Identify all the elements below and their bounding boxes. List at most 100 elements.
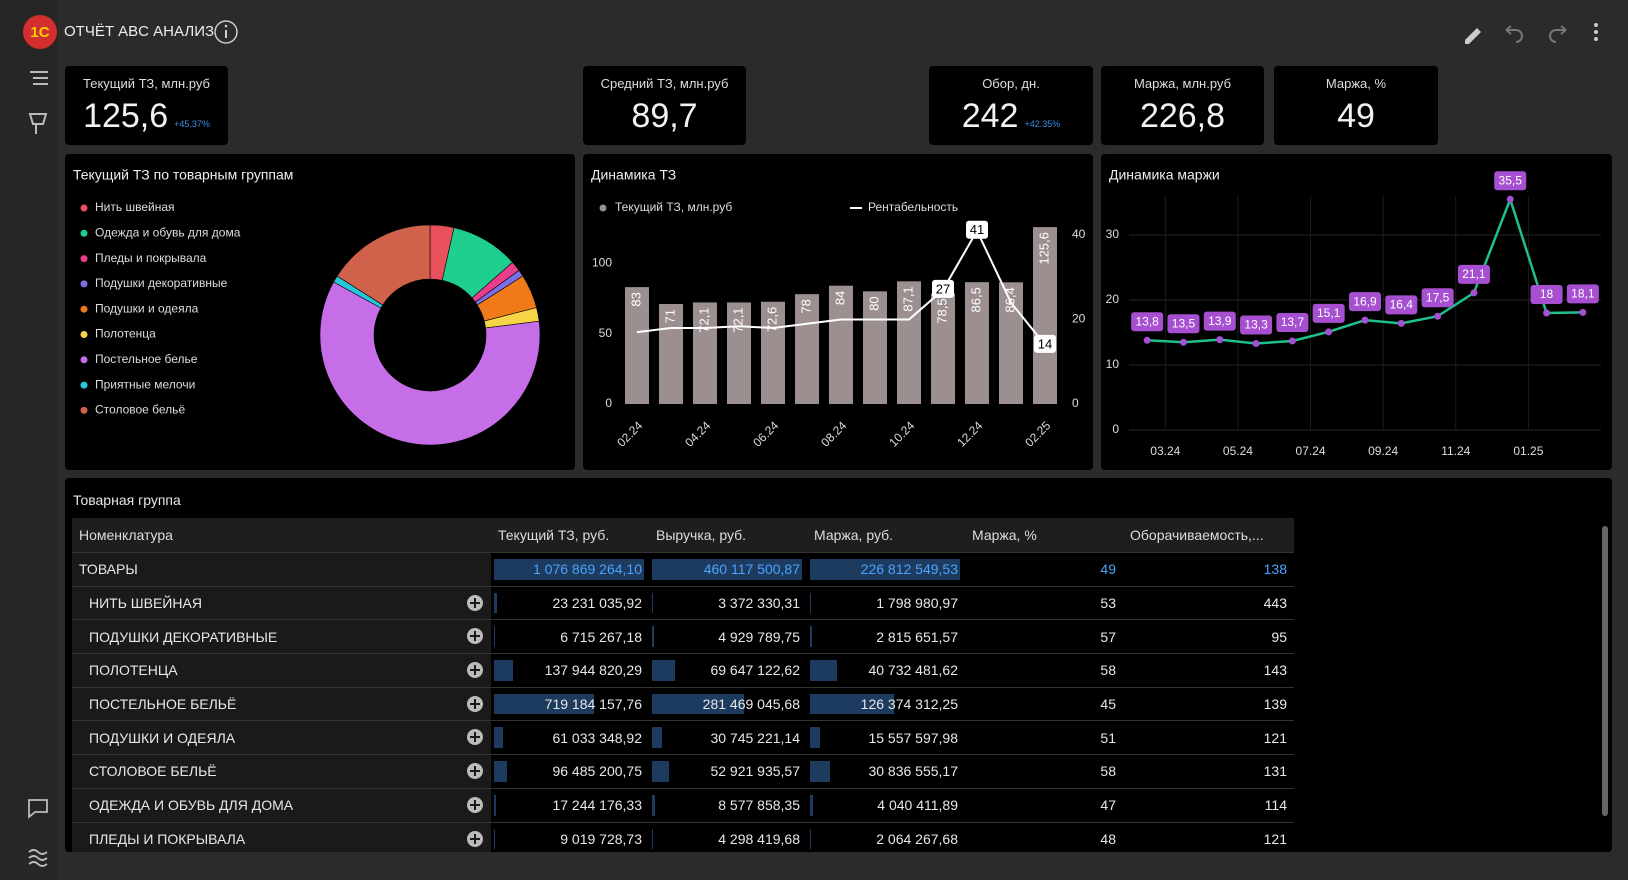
point-label: 17,5 <box>1426 290 1450 304</box>
redo-button[interactable] <box>1549 25 1567 43</box>
sidebar-layers[interactable] <box>28 849 48 867</box>
cell-text: 139 <box>1263 696 1287 713</box>
y-tick-label: 20 <box>1106 292 1120 306</box>
number-cell: 2 815 651,57 <box>807 619 965 654</box>
cell-bar <box>494 626 495 648</box>
expand-button[interactable] <box>467 594 483 611</box>
number-cell: 137 944 820,29 <box>491 653 649 688</box>
cell-text: 69 647 122,62 <box>710 662 800 679</box>
kpi-row: 125,6 +45.37% <box>65 91 228 136</box>
cell-text: 8 577 858,35 <box>718 797 800 814</box>
expand-button[interactable] <box>467 830 483 847</box>
cell-text: 17 244 176,33 <box>552 797 642 814</box>
legend-marker <box>80 204 88 212</box>
expand-button[interactable] <box>467 662 483 679</box>
legend-marker <box>80 356 88 364</box>
point-label: 41 <box>970 222 984 237</box>
cell-text: 226 812 549,53 <box>860 561 958 578</box>
cell-text: 460 117 500,87 <box>703 561 800 578</box>
undo-button[interactable] <box>1505 25 1523 43</box>
cell-text: 719 184 157,76 <box>544 696 642 713</box>
scrollbar[interactable] <box>1602 526 1608 816</box>
point <box>1543 309 1551 317</box>
cell-text: 96 485 200,75 <box>552 763 642 780</box>
legend-marker <box>80 305 88 313</box>
legend-label: Подушки и одеяла <box>95 301 199 315</box>
expand-button[interactable] <box>467 796 483 813</box>
more-button[interactable] <box>1594 23 1598 41</box>
cell-bar <box>810 693 894 715</box>
column-header: Маржа, % <box>965 518 1123 553</box>
table-title: Товарная группа <box>73 492 181 508</box>
expand-button[interactable] <box>467 763 483 780</box>
legend-marker <box>80 331 88 338</box>
cell-bar <box>652 727 663 749</box>
point-label-box <box>1530 285 1563 304</box>
cell-bar <box>494 559 644 580</box>
table: Номенклатура Текущий ТЗ, руб. Выручка, руб… <box>72 518 1294 852</box>
legend-marker <box>80 255 88 263</box>
sidebar-comments[interactable] <box>28 799 48 819</box>
cell-text: 137 944 820,29 <box>544 662 642 679</box>
edit-button[interactable] <box>1465 28 1481 44</box>
table-row: ПОДУШКИ ДЕКОРАТИВНЫЕ 6 715 267,18 4 929 78… <box>72 619 1294 654</box>
y-tick-label: 30 <box>1106 227 1120 241</box>
kpi-label: Текущий ТЗ, млн.руб <box>83 76 210 91</box>
cell-text: ТОВАРЫ <box>79 561 138 578</box>
page-title: ОТЧЁТ ABC АНАЛИЗ <box>64 23 214 40</box>
point-label-box <box>1457 264 1490 284</box>
expand-button[interactable] <box>467 628 483 645</box>
logo-text: 1С <box>30 24 49 41</box>
expand-button[interactable] <box>467 729 483 746</box>
info-glyph <box>225 30 227 38</box>
cell-bar <box>494 761 508 782</box>
point <box>1470 289 1478 297</box>
number-cell: 30 745 221,14 <box>649 720 807 755</box>
number-cell: 61 033 348,92 <box>491 720 649 755</box>
cell-text: ПЛЕДЫ И ПОКРЫВАЛА <box>89 830 246 847</box>
sidebar-menu[interactable] <box>30 71 48 85</box>
cell-bar <box>810 794 813 816</box>
point <box>1579 308 1587 316</box>
legend-label: Нить швейная <box>95 200 175 214</box>
bar <box>931 293 955 404</box>
cell-bar <box>494 727 503 749</box>
cell-bar <box>652 559 802 580</box>
table-row: ПЛЕДЫ И ПОКРЫВАЛА 9 019 728,73 4 298 419,6… <box>72 821 1294 852</box>
info-button[interactable] <box>214 20 238 44</box>
point-label: 13,8 <box>1135 314 1159 328</box>
cell-bar <box>810 626 812 648</box>
point <box>1179 338 1187 346</box>
cell-text: 4 929 789,75 <box>718 628 800 645</box>
cell-bar <box>652 761 670 782</box>
cell-text: 443 <box>1263 595 1287 612</box>
legend-label: Подушки декоративные <box>95 276 228 290</box>
sidebar-filter[interactable] <box>28 113 48 134</box>
point-label-box <box>966 220 988 239</box>
number-cell: 95 <box>1123 619 1294 654</box>
cell-text: 281 469 045,68 <box>702 696 800 713</box>
table-row: ПОДУШКИ И ОДЕЯЛА 61 033 348,92 30 745 221,… <box>72 720 1294 755</box>
cell-bar <box>494 693 595 715</box>
kpi-row: 242 +42.35% <box>929 91 1093 136</box>
expand-button[interactable] <box>467 695 483 712</box>
cell-bar <box>494 660 514 681</box>
bar <box>693 302 717 404</box>
bar <box>625 287 649 404</box>
cell-text: 126 374 312,25 <box>860 696 958 713</box>
point-label-box <box>1240 315 1273 335</box>
point-label-box <box>1167 314 1200 334</box>
bar <box>863 291 887 404</box>
name-cell: СТОЛОВОЕ БЕЛЬЁ <box>72 754 491 789</box>
name-cell: ПЛЕДЫ И ПОКРЫВАЛА <box>72 821 491 852</box>
kpi-card: Маржа, % 49 <box>1274 66 1438 145</box>
point-label-box <box>932 279 954 298</box>
name-cell: ПОСТЕЛЬНОЕ БЕЛЬЁ <box>72 686 491 721</box>
bar <box>761 301 785 404</box>
cell-text: 51 <box>1100 729 1116 746</box>
point-label-box <box>1276 312 1309 332</box>
table-row: ОДЕЖДА И ОБУВЬ ДЛЯ ДОМА 17 244 176,33 8 57… <box>72 787 1294 822</box>
legend-label: Полотенца <box>95 327 156 341</box>
y2-tick-label: 0 <box>1072 396 1079 410</box>
